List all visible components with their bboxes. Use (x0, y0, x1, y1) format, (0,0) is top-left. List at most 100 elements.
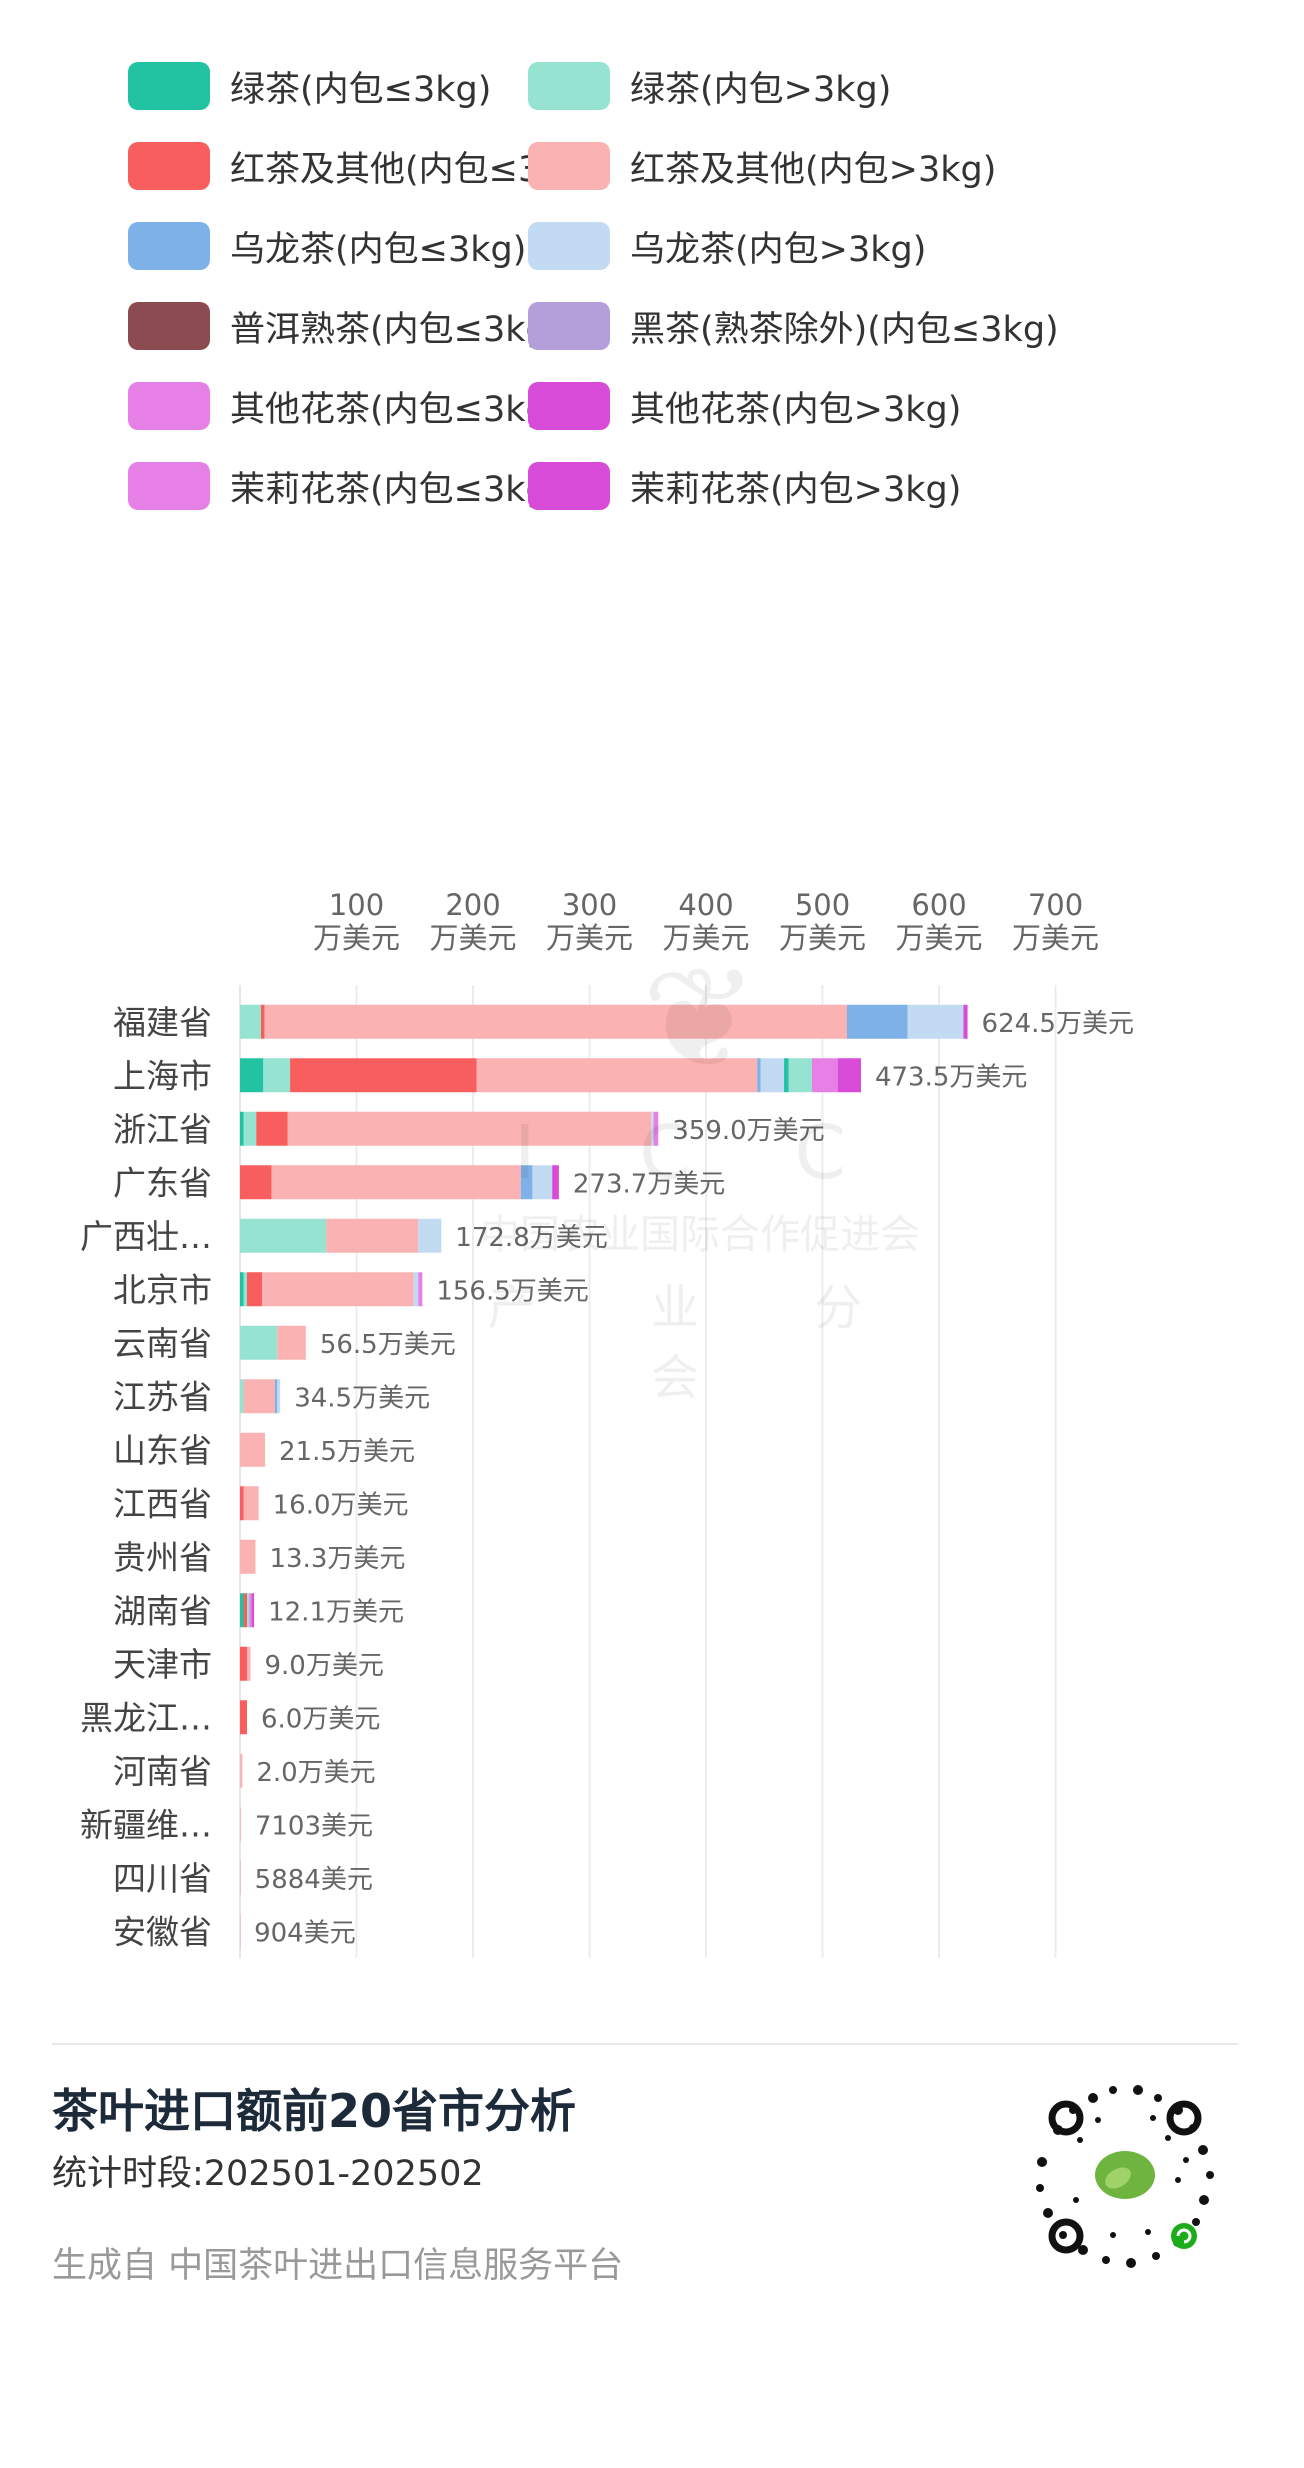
value-label: 359.0万美元 (672, 1116, 824, 1146)
bar-segment (651, 1111, 654, 1146)
bar-segment (240, 1111, 244, 1146)
value-label: 34.5万美元 (294, 1383, 430, 1413)
value-label: 156.5万美元 (436, 1276, 588, 1306)
legend-label: 绿茶(内包>3kg) (630, 69, 892, 110)
bar-segment (264, 1004, 847, 1039)
bar-segment (246, 1272, 263, 1307)
x-tick-unit: 万美元 (779, 921, 866, 955)
category-label: 福建省 (113, 1003, 212, 1042)
bar-segment (532, 1165, 553, 1200)
bar-segment (260, 1004, 265, 1039)
value-label: 9.0万美元 (264, 1651, 383, 1681)
bar-segment (837, 1058, 861, 1093)
legend-label: 绿茶(内包≤3kg) (230, 69, 492, 110)
bar-segment (784, 1058, 789, 1093)
legend-item: 茉莉花茶(内包>3kg) (528, 460, 961, 512)
bar-segment (287, 1111, 652, 1146)
x-tick-unit: 万美元 (895, 921, 982, 955)
x-tick-unit: 万美元 (429, 921, 516, 955)
bar-segment (653, 1111, 659, 1146)
legend-label: 乌龙茶(内包≤3kg) (230, 229, 527, 270)
category-label: 云南省 (113, 1324, 212, 1363)
bar-segment (251, 1593, 255, 1628)
value-label: 473.5万美元 (875, 1062, 1027, 1092)
bar-segment (907, 1004, 964, 1039)
bar-segment (277, 1325, 306, 1360)
legend-swatch (528, 382, 610, 430)
bar-segment (240, 1700, 247, 1735)
legend-item: 乌龙茶(内包≤3kg) (128, 220, 526, 272)
bar-segment (240, 1860, 241, 1895)
bar-segment (418, 1218, 442, 1253)
category-label: 黑龙江… (80, 1698, 212, 1737)
bar-segment (240, 1325, 278, 1360)
bar-segment (326, 1218, 419, 1253)
footer-period: 统计时段:202501-202502 (52, 2154, 484, 2194)
legend-swatch (128, 142, 210, 190)
legend-item: 红茶及其他(内包≤3kg) (128, 140, 596, 192)
legend-label: 茉莉花茶(内包>3kg) (630, 469, 962, 510)
legend-swatch (528, 462, 610, 510)
bar-segment (243, 1272, 247, 1307)
bar-segment (240, 1165, 272, 1200)
legend-swatch (528, 62, 610, 110)
category-label: 山东省 (113, 1431, 212, 1470)
legend-swatch (128, 302, 210, 350)
value-label: 13.3万美元 (269, 1544, 405, 1574)
legend-swatch (128, 462, 210, 510)
value-label: 172.8万美元 (455, 1223, 607, 1253)
legend-item: 黑茶(熟茶除外)(内包≤3kg) (528, 300, 1059, 352)
category-label: 湖南省 (113, 1591, 212, 1630)
legend-item: 红茶及其他(内包>3kg) (528, 140, 996, 192)
x-tick-value: 700 (1028, 888, 1083, 922)
value-label: 7103美元 (255, 1811, 373, 1841)
legend-item: 普洱熟茶(内包≤3kg) (128, 300, 561, 352)
bar-segment (246, 1646, 251, 1681)
bar-segment (263, 1058, 291, 1093)
x-tick-unit: 万美元 (313, 921, 400, 955)
category-label: 上海市 (113, 1056, 212, 1095)
bar-segment (240, 1218, 327, 1253)
bar-segment (243, 1111, 257, 1146)
x-tick-unit: 万美元 (1012, 921, 1099, 955)
bar-segment (243, 1379, 275, 1414)
category-label: 安徽省 (113, 1912, 212, 1951)
bar-segment (290, 1058, 477, 1093)
bar-segment (240, 1004, 261, 1039)
qr-code-icon[interactable] (1018, 2070, 1232, 2284)
legend-swatch (128, 62, 210, 110)
category-label: 浙江省 (113, 1110, 212, 1149)
bar-segment (552, 1165, 559, 1200)
category-label: 江苏省 (113, 1377, 212, 1416)
bar-segment (240, 1272, 244, 1307)
category-label: 新疆维… (80, 1805, 212, 1844)
bar-segment (476, 1058, 758, 1093)
legend-swatch (128, 222, 210, 270)
bar-segment (240, 1753, 243, 1788)
x-tick-value: 200 (445, 888, 500, 922)
footer-divider (52, 2043, 1238, 2045)
bar-segment (240, 1914, 241, 1949)
value-label: 6.0万美元 (261, 1704, 380, 1734)
legend-swatch (528, 142, 610, 190)
value-label: 5884美元 (255, 1865, 373, 1895)
bar-segment (240, 1379, 244, 1414)
legend-item: 茉莉花茶(内包≤3kg) (128, 460, 561, 512)
bar-segment (271, 1165, 521, 1200)
value-label: 16.0万美元 (273, 1490, 409, 1520)
value-label: 273.7万美元 (573, 1169, 725, 1199)
category-label: 广西壮… (80, 1217, 212, 1256)
legend-label: 其他花茶(内包≤3kg) (230, 389, 562, 430)
category-label: 广东省 (113, 1163, 212, 1202)
value-label: 2.0万美元 (256, 1758, 375, 1788)
value-label: 904美元 (254, 1918, 356, 1948)
legend-label: 红茶及其他(内包>3kg) (630, 149, 997, 190)
bar-segment (249, 1593, 252, 1628)
bar-segment (274, 1379, 278, 1414)
x-tick-unit: 万美元 (546, 921, 633, 955)
legend-item: 绿茶(内包>3kg) (528, 60, 891, 112)
bar-segment (240, 1646, 247, 1681)
category-label: 贵州省 (113, 1538, 212, 1577)
bar-segment (418, 1272, 423, 1307)
legend-label: 普洱熟茶(内包≤3kg) (230, 309, 562, 350)
